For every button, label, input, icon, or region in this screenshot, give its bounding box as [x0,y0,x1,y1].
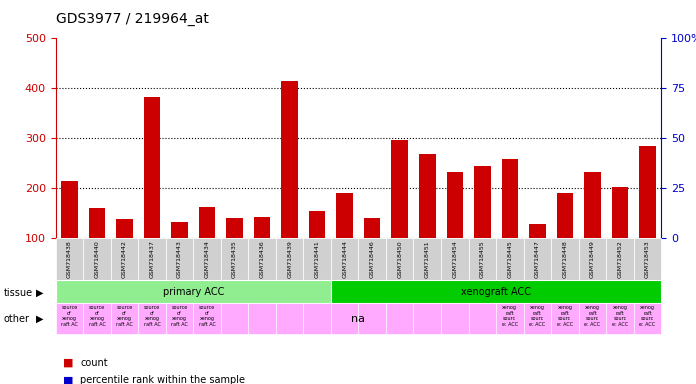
FancyBboxPatch shape [111,238,139,280]
FancyBboxPatch shape [523,238,551,280]
Text: GSM718452: GSM718452 [617,240,622,278]
Text: source
of
xenog
raft AC: source of xenog raft AC [116,305,133,327]
Bar [199,207,215,238]
Text: ▶: ▶ [36,314,44,324]
Bar [116,219,133,238]
Bar [171,222,188,238]
FancyBboxPatch shape [468,238,496,280]
Text: xenog
raft
sourc
e: ACC: xenog raft sourc e: ACC [585,305,601,327]
Text: count: count [80,358,108,368]
FancyBboxPatch shape [386,238,413,280]
Text: tissue: tissue [3,288,33,298]
Text: ▶: ▶ [36,288,44,298]
Text: GSM718455: GSM718455 [480,240,485,278]
Bar [391,140,408,238]
Text: GSM718434: GSM718434 [205,240,209,278]
Text: GSM718443: GSM718443 [177,240,182,278]
Text: GSM718435: GSM718435 [232,240,237,278]
Text: ■: ■ [63,358,73,368]
Bar [419,154,436,238]
Text: xenog
raft
sourc
e: ACC: xenog raft sourc e: ACC [640,305,656,327]
Text: GSM718440: GSM718440 [95,240,100,278]
Text: GSM718441: GSM718441 [315,240,319,278]
Text: GSM718437: GSM718437 [150,240,155,278]
Text: GSM718447: GSM718447 [535,240,540,278]
Bar [639,146,656,238]
Text: other: other [3,314,29,324]
Bar [529,224,546,238]
Text: GSM718449: GSM718449 [590,240,595,278]
FancyBboxPatch shape [633,238,661,280]
Bar [502,159,518,238]
Text: GSM718450: GSM718450 [397,240,402,278]
Text: source
of
xenog
raft AC: source of xenog raft AC [143,305,161,327]
Bar [447,172,463,238]
FancyBboxPatch shape [496,238,523,280]
Bar [557,193,573,238]
Text: GSM718444: GSM718444 [342,240,347,278]
Text: GSM718451: GSM718451 [425,240,429,278]
Text: GSM718436: GSM718436 [260,240,264,278]
Bar [612,187,628,238]
Text: primary ACC: primary ACC [163,287,224,297]
FancyBboxPatch shape [84,238,111,280]
Bar [309,210,326,238]
Text: source
of
xenog
raft AC: source of xenog raft AC [88,305,105,327]
Text: source
of
xenog
raft AC: source of xenog raft AC [61,305,78,327]
Bar [474,166,491,238]
Bar [226,218,243,238]
Text: GSM718446: GSM718446 [370,240,374,278]
FancyBboxPatch shape [606,238,633,280]
FancyBboxPatch shape [413,238,441,280]
FancyBboxPatch shape [248,238,276,280]
Bar [144,97,160,238]
FancyBboxPatch shape [303,238,331,280]
FancyBboxPatch shape [56,280,331,303]
Text: GSM718448: GSM718448 [562,240,567,278]
Text: xenograft ACC: xenograft ACC [461,287,531,297]
Bar [254,217,270,238]
Bar [584,172,601,238]
FancyBboxPatch shape [551,238,578,280]
Text: ■: ■ [63,375,73,384]
FancyBboxPatch shape [193,238,221,280]
FancyBboxPatch shape [139,238,166,280]
Text: source
of
xenog
raft AC: source of xenog raft AC [171,305,188,327]
Text: GSM718453: GSM718453 [645,240,650,278]
Text: xenog
raft
sourc
e: ACC: xenog raft sourc e: ACC [502,305,518,327]
FancyBboxPatch shape [56,303,661,334]
FancyBboxPatch shape [221,238,248,280]
FancyBboxPatch shape [578,238,606,280]
Text: GSM718445: GSM718445 [507,240,512,278]
Text: source
of
xenog
raft AC: source of xenog raft AC [198,305,216,327]
Text: GDS3977 / 219964_at: GDS3977 / 219964_at [56,12,209,25]
FancyBboxPatch shape [331,238,358,280]
Bar [364,218,381,238]
Text: xenog
raft
sourc
e: ACC: xenog raft sourc e: ACC [529,305,546,327]
FancyBboxPatch shape [56,238,84,280]
FancyBboxPatch shape [276,238,303,280]
Text: GSM718442: GSM718442 [122,240,127,278]
Text: xenog
raft
sourc
e: ACC: xenog raft sourc e: ACC [612,305,628,327]
Text: GSM718438: GSM718438 [67,240,72,278]
Bar [336,193,353,238]
Text: xenog
raft
sourc
e: ACC: xenog raft sourc e: ACC [557,305,573,327]
Text: na: na [351,314,365,324]
Text: percentile rank within the sample: percentile rank within the sample [80,375,245,384]
Bar [61,180,78,238]
Bar [88,208,105,238]
Bar [281,81,298,238]
Text: GSM718454: GSM718454 [452,240,457,278]
FancyBboxPatch shape [441,238,468,280]
Text: GSM718439: GSM718439 [287,240,292,278]
FancyBboxPatch shape [166,238,193,280]
FancyBboxPatch shape [331,280,661,303]
FancyBboxPatch shape [358,238,386,280]
